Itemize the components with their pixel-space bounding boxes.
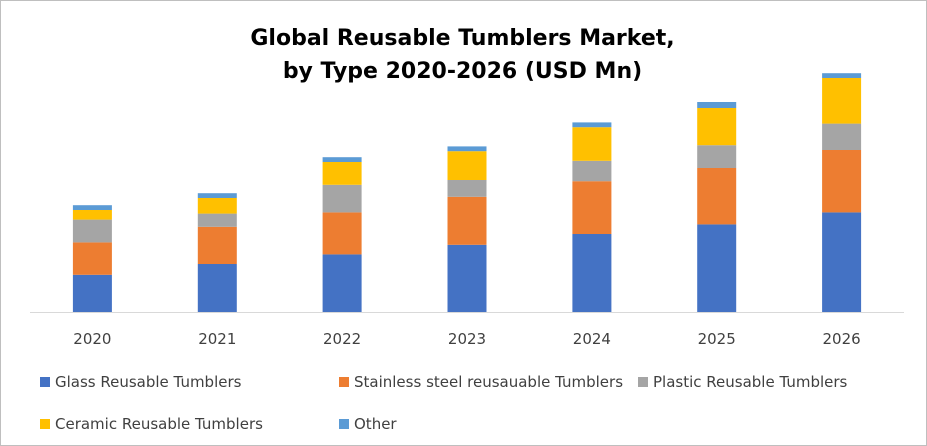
bar-segment-2025-series-0 [697,224,737,312]
bar-segment-2024-series-2 [572,160,612,182]
bar-segment-2022-series-2 [322,184,362,213]
bar-segment-2025-series-2 [697,145,737,168]
bar-segment-2020-series-2 [72,219,112,243]
bar-segment-2026-series-0 [822,212,862,312]
bar-segment-2022-series-1 [322,212,362,255]
bar-segment-2024-series-3 [572,127,612,161]
bar-segment-2023-series-2 [447,180,487,197]
bar-segment-2022-series-3 [322,162,362,185]
bar-segment-2024-series-0 [572,234,612,312]
bar-segment-2026-series-4 [822,73,862,78]
bar-segment-2026-series-1 [822,150,862,213]
chart-title: Global Reusable Tumblers Market, by Type… [0,22,925,88]
bar-segment-2021-series-3 [197,198,237,214]
bar-segment-2025-series-3 [697,108,737,146]
bar-segment-2022-series-0 [322,254,362,312]
x-tick-label-2020: 2020 [73,330,111,348]
bar-segment-2023-series-1 [447,196,487,245]
bar-segment-2021-series-4 [197,193,237,198]
x-tick-label-2024: 2024 [573,330,611,348]
bar-segment-2025-series-1 [697,168,737,225]
chart-title-line-1: Global Reusable Tumblers Market, [250,26,675,51]
x-tick-label-2022: 2022 [323,330,361,348]
bar-segment-2026-series-3 [822,78,862,124]
bar-segment-2025-series-4 [697,102,737,108]
bar-segment-2023-series-0 [447,244,487,312]
bar-segment-2023-series-4 [447,146,487,152]
bar-segment-2024-series-4 [572,122,612,128]
bar-segment-2020-series-3 [72,210,112,220]
bar-segment-2020-series-4 [72,205,112,210]
bar-segment-2026-series-2 [822,123,862,150]
bar-segment-2024-series-1 [572,181,612,234]
bar-segment-2021-series-2 [197,213,237,227]
bar-segment-2022-series-4 [322,157,362,162]
bar-segment-2021-series-0 [197,264,237,312]
bar-segment-2020-series-0 [72,274,112,312]
x-tick-label-2023: 2023 [448,330,486,348]
bar-segment-2020-series-1 [72,242,112,275]
bar-segment-2023-series-3 [447,151,487,180]
chart-title-line-2: by Type 2020-2026 (USD Mn) [282,59,643,84]
x-tick-label-2025: 2025 [698,330,736,348]
bar-segment-2021-series-1 [197,226,237,264]
x-tick-label-2026: 2026 [823,330,861,348]
x-tick-label-2021: 2021 [198,330,236,348]
